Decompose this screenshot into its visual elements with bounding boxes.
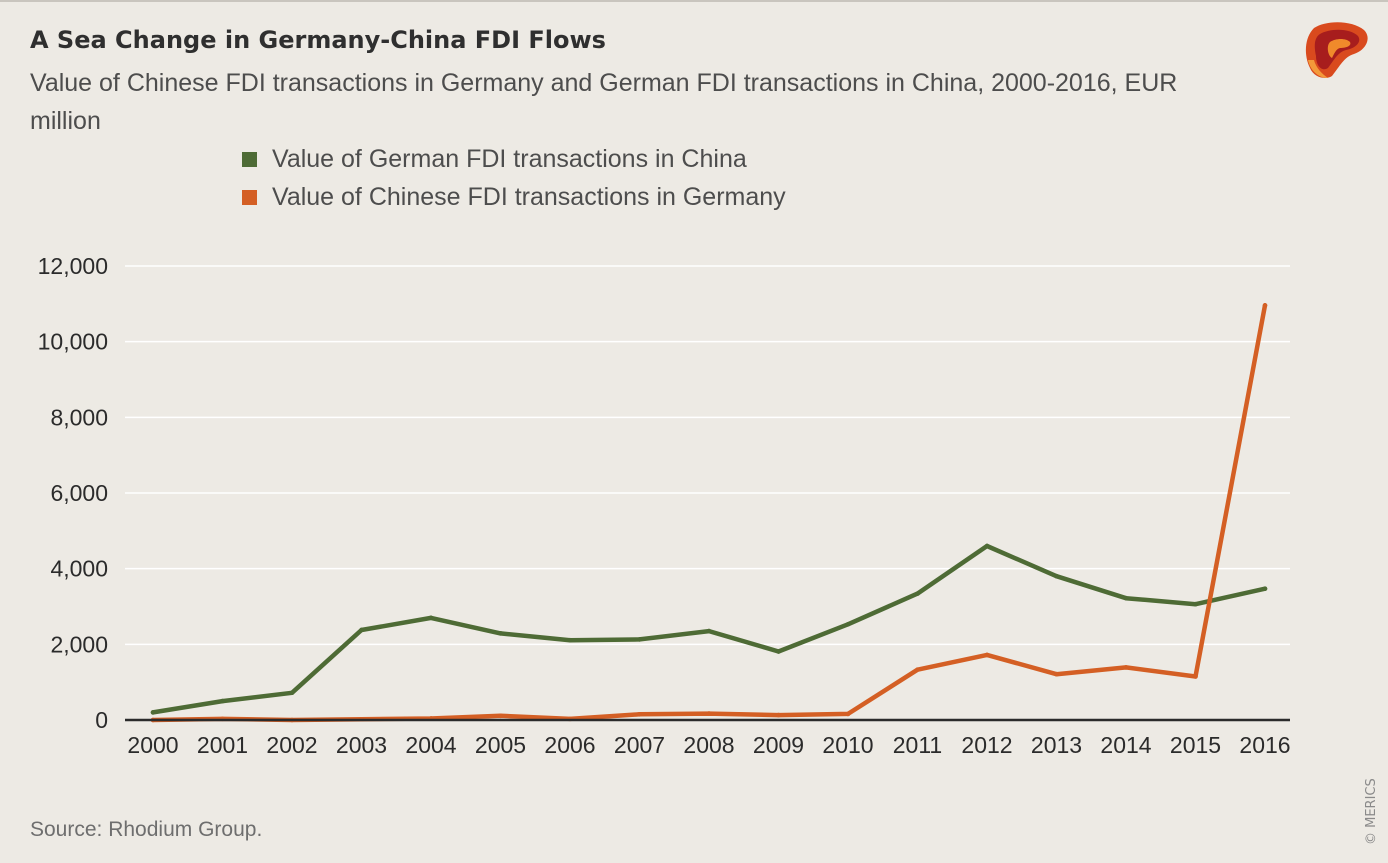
x-tick-label: 2003 — [336, 732, 387, 758]
x-axis-tick-labels: 2000 2001 2002 2003 2004 2005 2006 2007 2008 2009… — [127, 732, 1290, 758]
legend-label-chinese-fdi: Value of Chinese FDI transactions in Ger… — [272, 182, 786, 211]
data-point — [915, 667, 920, 672]
x-tick-label: 2009 — [753, 732, 804, 758]
data-point — [984, 543, 990, 549]
data-point — [984, 652, 990, 658]
x-tick-label: 2013 — [1031, 732, 1082, 758]
data-point — [150, 710, 156, 715]
data-point — [359, 627, 364, 633]
x-tick-label: 2012 — [961, 732, 1012, 758]
data-point — [567, 637, 573, 643]
data-point — [915, 591, 920, 596]
y-tick-label: 10,000 — [38, 329, 108, 355]
y-tick-label: 8,000 — [50, 404, 108, 430]
x-tick-label: 2005 — [475, 732, 526, 758]
data-point — [498, 713, 503, 719]
data-point — [776, 649, 781, 654]
data-point — [1193, 601, 1198, 607]
data-point — [845, 621, 851, 627]
legend-swatch-chinese-fdi — [242, 189, 257, 205]
x-tick-label: 2002 — [266, 732, 317, 758]
y-tick-label: 12,000 — [38, 253, 108, 279]
data-point — [637, 637, 642, 642]
y-axis-tick-labels: 0 2,000 4,000 6,000 8,000 10,000 12,000 — [38, 253, 108, 733]
chart-gridlines — [125, 265, 1290, 646]
series-line-chinese-fdi — [150, 303, 1268, 723]
merics-logo-icon — [1305, 22, 1368, 78]
data-point — [845, 711, 851, 717]
data-point — [706, 711, 712, 716]
data-point — [289, 690, 295, 696]
data-point — [776, 712, 781, 718]
x-tick-label: 2006 — [544, 732, 595, 758]
x-tick-label: 2000 — [127, 732, 178, 758]
data-point — [1054, 573, 1059, 579]
data-point — [1123, 595, 1129, 601]
data-point — [1262, 303, 1268, 308]
copyright-label: © MERICS — [1364, 778, 1379, 845]
data-point — [1193, 674, 1198, 679]
data-point — [637, 712, 642, 717]
x-tick-label: 2001 — [197, 732, 248, 758]
source-note: Source: Rhodium Group. — [30, 818, 263, 841]
legend-swatch-german-fdi — [242, 151, 257, 167]
x-tick-label: 2014 — [1100, 732, 1151, 758]
x-tick-label: 2007 — [614, 732, 665, 758]
x-tick-label: 2016 — [1239, 732, 1290, 758]
y-tick-label: 2,000 — [50, 631, 108, 657]
data-point — [1054, 671, 1059, 677]
y-tick-label: 4,000 — [50, 556, 108, 582]
data-point — [706, 628, 712, 634]
legend-item-german-fdi: Value of German FDI transactions in Chin… — [242, 140, 786, 178]
data-point — [1262, 586, 1268, 592]
y-tick-label: 6,000 — [50, 480, 108, 506]
chart-title: A Sea Change in Germany-China FDI Flows — [30, 26, 606, 54]
x-tick-label: 2011 — [893, 732, 942, 758]
chart-subtitle: Value of Chinese FDI transactions in Ger… — [30, 69, 1178, 135]
data-point — [220, 698, 225, 704]
chart-legend: Value of German FDI transactions in Chin… — [242, 140, 786, 216]
data-point — [1123, 665, 1129, 670]
x-tick-label: 2008 — [683, 732, 734, 758]
legend-item-chinese-fdi: Value of Chinese FDI transactions in Ger… — [242, 178, 786, 216]
y-tick-label: 0 — [95, 707, 108, 733]
x-tick-label: 2004 — [405, 732, 456, 758]
data-point — [498, 631, 503, 636]
top-rule — [0, 0, 1388, 2]
x-tick-label: 2010 — [822, 732, 873, 758]
x-tick-label: 2015 — [1170, 732, 1221, 758]
data-point — [428, 615, 434, 621]
series-lines — [150, 303, 1268, 723]
legend-label-german-fdi: Value of German FDI transactions in Chin… — [272, 144, 747, 173]
